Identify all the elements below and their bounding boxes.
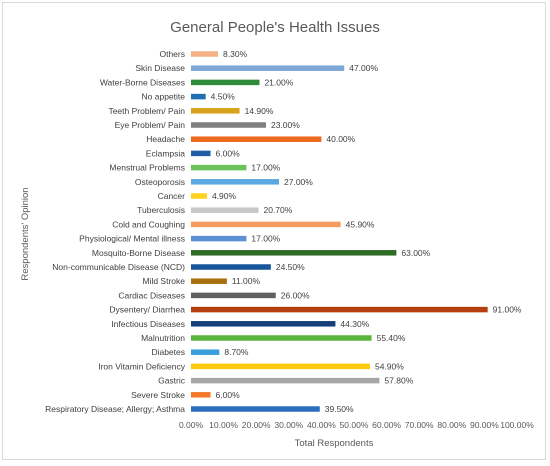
category-label: Mild Stroke bbox=[142, 276, 185, 286]
data-label: 54.90% bbox=[375, 361, 404, 371]
category-label: Others bbox=[159, 49, 185, 59]
bar bbox=[191, 292, 276, 299]
bar bbox=[191, 207, 259, 213]
category-label: Respiratory Disease; Allergy; Asthma bbox=[45, 404, 185, 414]
category-label: Eclampsia bbox=[146, 148, 185, 158]
bars-layer: Others 8.30% Skin Disease 47.00% Water-Borne… bbox=[45, 49, 522, 414]
data-label: 4.90% bbox=[212, 191, 237, 201]
data-label: 27.00% bbox=[284, 177, 313, 187]
data-label: 40.00% bbox=[326, 134, 355, 144]
data-label: 4.50% bbox=[211, 92, 236, 102]
category-label: Cancer bbox=[158, 191, 186, 201]
bar bbox=[191, 79, 260, 86]
data-label: 45.90% bbox=[346, 219, 375, 229]
data-label: 20.70% bbox=[263, 205, 292, 215]
bar bbox=[191, 193, 207, 199]
chart-title: General People's Health Issues bbox=[170, 19, 380, 36]
data-label: 6.00% bbox=[216, 390, 241, 400]
category-label: Physiological/ Mental illness bbox=[79, 234, 185, 244]
data-label: 24.50% bbox=[276, 262, 305, 272]
x-tick-label: 100.00% bbox=[500, 420, 534, 430]
x-tick-label: 70.00% bbox=[405, 420, 434, 430]
bar bbox=[191, 306, 488, 313]
data-label: 91.00% bbox=[493, 305, 522, 315]
bar bbox=[191, 321, 336, 327]
category-label: Teeth Problem/ Pain bbox=[108, 106, 185, 116]
bar bbox=[191, 406, 320, 412]
data-label: 17.00% bbox=[251, 234, 280, 244]
bar bbox=[191, 51, 219, 57]
category-label: Water-Borne Diseases bbox=[100, 77, 185, 87]
data-label: 55.40% bbox=[377, 333, 406, 343]
bar bbox=[191, 377, 380, 384]
data-label: 17.00% bbox=[251, 163, 280, 173]
category-label: No appetite bbox=[142, 92, 186, 102]
category-label: Gastric bbox=[158, 376, 186, 386]
y-axis-title: Respondents' Opinion bbox=[20, 187, 31, 280]
x-tick-label: 30.00% bbox=[274, 420, 303, 430]
category-label: Headache bbox=[146, 134, 185, 144]
x-tick-label: 80.00% bbox=[437, 420, 466, 430]
data-label: 23.00% bbox=[271, 120, 300, 130]
bar bbox=[191, 93, 206, 100]
bar bbox=[191, 122, 266, 128]
x-axis: 0.00% 10.00% 20.00% 30.00% 40.00% 50.00% 60.00… bbox=[179, 420, 534, 430]
bar bbox=[191, 164, 247, 171]
category-label: Cold and Coughing bbox=[112, 219, 185, 229]
category-label: Menstrual Problems bbox=[109, 163, 185, 173]
bar bbox=[191, 136, 322, 142]
data-label: 8.30% bbox=[223, 49, 248, 59]
data-label: 47.00% bbox=[349, 63, 378, 73]
bar bbox=[191, 392, 211, 398]
bar bbox=[191, 349, 220, 355]
bar-chart: General People's Health Issues Others 8.3… bbox=[20, 19, 534, 449]
category-label: Severe Stroke bbox=[131, 390, 185, 400]
data-label: 63.00% bbox=[401, 248, 430, 258]
data-label: 39.50% bbox=[325, 404, 354, 414]
bar bbox=[191, 264, 271, 270]
data-label: 21.00% bbox=[264, 77, 293, 87]
x-tick-label: 40.00% bbox=[307, 420, 336, 430]
category-label: Diabetes bbox=[151, 347, 185, 357]
category-label: Tuberculosis bbox=[137, 205, 185, 215]
bar bbox=[191, 335, 372, 341]
x-tick-label: 90.00% bbox=[470, 420, 499, 430]
x-tick-label: 10.00% bbox=[209, 420, 238, 430]
data-label: 44.30% bbox=[340, 319, 369, 329]
bar bbox=[191, 278, 227, 284]
data-label: 57.80% bbox=[384, 376, 413, 386]
data-label: 14.90% bbox=[245, 106, 274, 116]
bar bbox=[191, 150, 211, 157]
category-label: Osteoporosis bbox=[135, 177, 185, 187]
category-label: Skin Disease bbox=[135, 63, 185, 73]
x-tick-label: 60.00% bbox=[372, 420, 401, 430]
data-label: 26.00% bbox=[281, 290, 310, 300]
x-tick-label: 0.00% bbox=[179, 420, 204, 430]
category-label: Malnutrition bbox=[141, 333, 185, 343]
data-label: 11.00% bbox=[232, 276, 261, 286]
data-label: 8.70% bbox=[224, 347, 249, 357]
category-label: Eye Problem/ Pain bbox=[115, 120, 186, 130]
x-axis-title: Total Respondents bbox=[295, 438, 374, 449]
bar bbox=[191, 179, 280, 185]
chart-frame: General People's Health Issues Others 8.3… bbox=[2, 2, 546, 460]
category-label: Mosquito-Borne Disease bbox=[92, 248, 185, 258]
category-label: Infectious Diseases bbox=[111, 319, 185, 329]
bar bbox=[191, 65, 345, 71]
x-tick-label: 20.00% bbox=[242, 420, 271, 430]
category-label: Iron Vitamin Deficiency bbox=[98, 361, 186, 371]
x-tick-label: 50.00% bbox=[340, 420, 369, 430]
category-label: Cardiac Diseases bbox=[118, 290, 185, 300]
bar bbox=[191, 221, 341, 228]
bar bbox=[191, 235, 247, 242]
bar bbox=[191, 363, 370, 370]
category-label: Dysentery/ Diarrhea bbox=[109, 305, 185, 315]
bar bbox=[191, 108, 240, 114]
bar bbox=[191, 250, 397, 256]
category-label: Non-communicable Disease (NCD) bbox=[52, 262, 185, 272]
data-label: 6.00% bbox=[216, 148, 241, 158]
